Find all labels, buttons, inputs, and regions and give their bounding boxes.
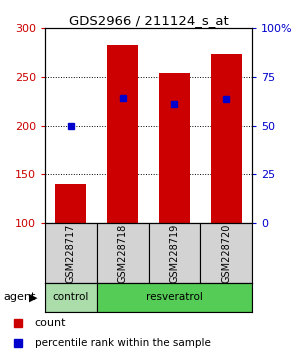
Bar: [56, 184, 86, 223]
Title: GDS2966 / 211124_s_at: GDS2966 / 211124_s_at: [69, 14, 228, 27]
Text: percentile rank within the sample: percentile rank within the sample: [35, 338, 211, 348]
Text: control: control: [53, 292, 89, 302]
Bar: [97, 223, 148, 283]
Text: count: count: [35, 318, 66, 328]
Text: GSM228719: GSM228719: [169, 223, 179, 283]
Bar: [159, 73, 190, 223]
Bar: [107, 45, 138, 223]
Bar: [211, 53, 242, 223]
Bar: [200, 223, 252, 283]
Text: GSM228717: GSM228717: [66, 223, 76, 283]
Text: ▶: ▶: [29, 292, 37, 302]
Text: agent: agent: [3, 292, 35, 302]
Bar: [45, 223, 97, 283]
Bar: [97, 283, 252, 312]
Bar: [45, 283, 97, 312]
Text: GSM228718: GSM228718: [118, 223, 128, 283]
Text: resveratrol: resveratrol: [146, 292, 203, 302]
Text: GSM228720: GSM228720: [221, 223, 231, 283]
Bar: [148, 223, 200, 283]
